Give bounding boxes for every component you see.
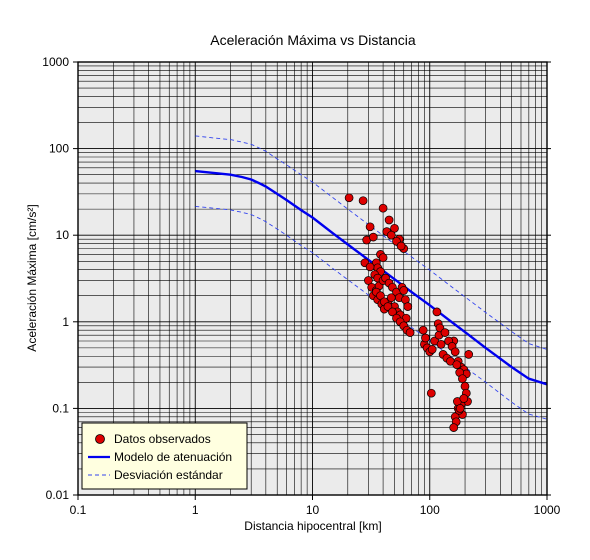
- data-point: [464, 350, 474, 359]
- data-point: [344, 193, 354, 203]
- data-point: [384, 215, 394, 225]
- data-point: [458, 374, 467, 384]
- x-axis-label: Distancia hipocentral [km]: [244, 519, 381, 533]
- y-axis-ticks: 0.01 0.1 1 10 100 1000: [42, 55, 551, 502]
- data-point: [436, 339, 446, 349]
- legend: Datos observados Modelo de atenuación De…: [81, 422, 248, 490]
- chart-title: Aceleración Máxima vs Distancia: [210, 32, 416, 48]
- y-axis-label: Aceleración Máxima [cm/s²]: [25, 204, 39, 351]
- legend-label-std: Desviación estándar: [114, 468, 223, 482]
- data-point: [440, 328, 450, 337]
- data-point: [388, 307, 397, 317]
- std-line: [195, 205, 548, 420]
- data-point: [452, 360, 462, 370]
- grid: [77, 62, 547, 496]
- x-tick-label: 10: [306, 503, 320, 517]
- data-point: [450, 347, 460, 357]
- data-point: [427, 345, 437, 354]
- data-point: [399, 286, 409, 295]
- y-tick-label: 1000: [42, 55, 69, 69]
- data-point: [405, 328, 415, 337]
- x-tick-label: 1000: [534, 503, 561, 517]
- data-point: [449, 423, 459, 432]
- legend-label-points: Datos observados: [114, 432, 211, 446]
- data-point: [365, 262, 375, 272]
- data-points: [344, 193, 474, 432]
- data-point: [378, 203, 388, 213]
- series-lines: [195, 135, 548, 420]
- y-tick-label: 0.1: [52, 401, 69, 415]
- std-line: [195, 135, 548, 350]
- data-point: [368, 232, 378, 242]
- data-point: [421, 333, 430, 343]
- data-point: [365, 222, 375, 232]
- x-axis-ticks: 0.1 1 10 100 1000: [70, 495, 561, 517]
- data-point: [432, 307, 442, 317]
- y-tick-label: 100: [49, 142, 69, 156]
- data-point: [403, 302, 413, 311]
- data-point: [358, 196, 368, 206]
- x-tick-label: 100: [420, 503, 440, 517]
- data-point: [426, 388, 436, 398]
- legend-marker-points: [95, 434, 105, 444]
- data-point: [455, 404, 465, 413]
- data-point: [378, 253, 388, 263]
- legend-label-model: Modelo de atenuación: [114, 450, 232, 464]
- data-point: [418, 325, 428, 335]
- y-tick-label: 10: [56, 228, 70, 242]
- x-tick-label: 0.1: [70, 503, 87, 517]
- data-point: [386, 293, 396, 303]
- y-tick-label: 1: [62, 315, 69, 329]
- data-point: [386, 230, 396, 240]
- data-point: [459, 394, 469, 403]
- data-point: [396, 241, 406, 251]
- model-line: [195, 169, 548, 386]
- x-tick-label: 1: [192, 503, 199, 517]
- y-tick-label: 0.01: [46, 488, 70, 502]
